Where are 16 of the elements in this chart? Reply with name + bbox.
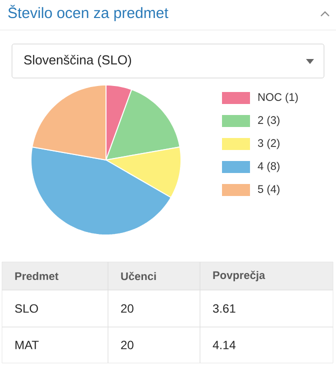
text: Učenci xyxy=(121,272,156,280)
legend-label: 2 (3) xyxy=(258,116,280,126)
text: Predmet xyxy=(15,272,58,280)
text: 20 xyxy=(121,304,134,313)
text: Povprečja xyxy=(213,270,266,282)
legend-label: 4 (8) xyxy=(258,162,280,172)
text: 4.14 xyxy=(212,340,236,350)
legend-label: 3 (2) xyxy=(258,138,280,150)
chart-title: Število ocen za predmet xyxy=(8,4,168,22)
legend-label: NOC (1) xyxy=(258,92,298,104)
chart-subtitle: Slovenščina (SLO) xyxy=(24,54,132,68)
text: 20 xyxy=(121,340,134,350)
text: SLO xyxy=(15,304,38,313)
text: 3.61 xyxy=(212,304,236,313)
legend-label: 5 (4) xyxy=(258,184,280,196)
text: MAT xyxy=(16,340,39,350)
